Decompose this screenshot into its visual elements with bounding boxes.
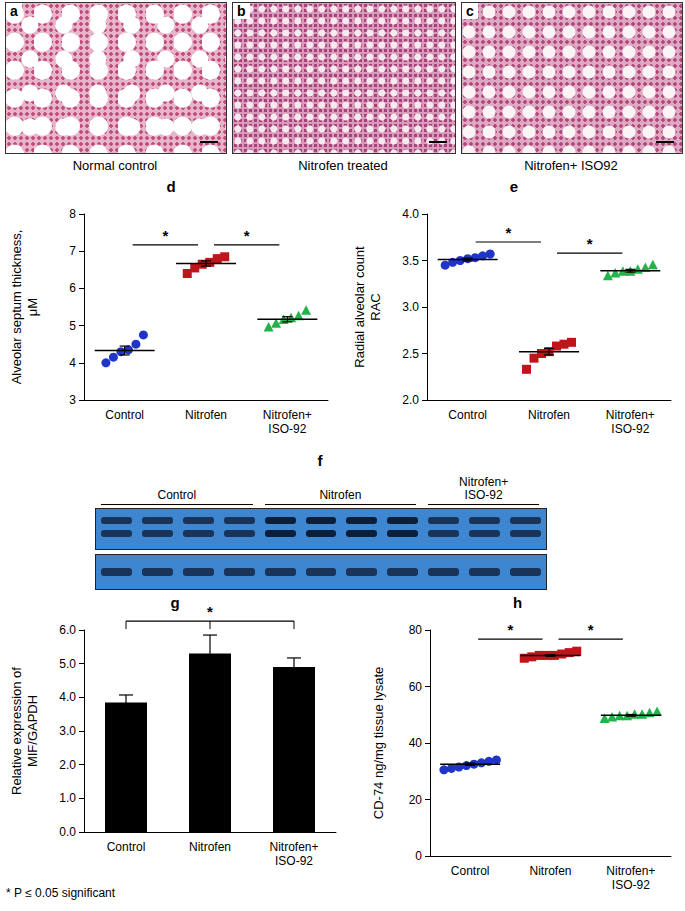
svg-text:4.0: 4.0 (59, 690, 76, 704)
svg-text:CD-74 ng/mg tissue lysate: CD-74 ng/mg tissue lysate (371, 667, 386, 819)
svg-text:5.0: 5.0 (59, 657, 76, 671)
svg-text:Control: Control (105, 408, 144, 422)
svg-text:Nitrofen+: Nitrofen+ (606, 864, 655, 878)
svg-text:7: 7 (69, 244, 76, 258)
svg-text:MIF/GAPDH: MIF/GAPDH (25, 695, 40, 767)
svg-text:*: * (587, 235, 593, 252)
svg-text:*: * (505, 224, 511, 241)
svg-text:Control: Control (448, 408, 487, 422)
svg-text:μM: μM (25, 298, 40, 316)
svg-text:Nitrofen: Nitrofen (529, 864, 571, 878)
html-text:b: b (237, 3, 246, 19)
svg-text:Relative expression of: Relative expression of (9, 667, 24, 795)
svg-text:8: 8 (69, 207, 76, 221)
svg-text:e: e (510, 178, 518, 195)
svg-text:Control: Control (451, 864, 490, 878)
svg-text:2.0: 2.0 (402, 393, 419, 407)
svg-text:3.5: 3.5 (402, 254, 419, 268)
svg-text:0.0: 0.0 (59, 825, 76, 839)
svg-text:Nitrofen: Nitrofen (185, 408, 227, 422)
html-text:Nitrofen: Nitrofen (319, 488, 362, 502)
html-text:Nitrofen treated: Nitrofen treated (298, 158, 388, 173)
svg-text:Nitrofen: Nitrofen (189, 840, 231, 854)
svg-text:60: 60 (409, 680, 423, 694)
svg-text:ISO-92: ISO-92 (275, 854, 313, 868)
html-text:Nitrofen+ ISO92: Nitrofen+ ISO92 (524, 158, 618, 173)
svg-text:Control: Control (107, 840, 146, 854)
svg-text:2.0: 2.0 (59, 758, 76, 772)
svg-text:3.0: 3.0 (402, 300, 419, 314)
svg-text:4: 4 (69, 356, 76, 370)
svg-text:d: d (166, 178, 175, 195)
html-text:Nitrofen+ ISO-92: Nitrofen+ ISO-92 (459, 475, 509, 502)
html-text:Normal control: Normal control (72, 158, 158, 173)
svg-text:80: 80 (409, 623, 423, 637)
html-text:f: f (317, 452, 323, 469)
svg-text:2.5: 2.5 (402, 347, 419, 361)
svg-text:g: g (170, 594, 179, 611)
svg-text:*: * (588, 621, 594, 638)
svg-text:*: * (207, 603, 213, 620)
svg-text:Nitrofen+: Nitrofen+ (269, 840, 318, 854)
html-text:* P ≤ 0.05 significant: * P ≤ 0.05 significant (6, 886, 116, 900)
svg-text:3: 3 (69, 393, 76, 407)
svg-text:6: 6 (69, 281, 76, 295)
svg-text:ISO-92: ISO-92 (612, 878, 650, 892)
svg-text:40: 40 (409, 736, 423, 750)
svg-text:ISO-92: ISO-92 (611, 422, 649, 436)
svg-text:*: * (507, 621, 513, 638)
svg-text:Alveolar septum thickness,: Alveolar septum thickness, (9, 230, 24, 385)
svg-text:Nitrofen: Nitrofen (528, 408, 570, 422)
svg-text:0: 0 (415, 849, 422, 863)
svg-text:RAC: RAC (368, 293, 383, 320)
svg-text:5: 5 (69, 319, 76, 333)
svg-text:Nitrofen+: Nitrofen+ (606, 408, 655, 422)
html-text:Control: Control (157, 488, 197, 502)
svg-text:Radial alveolar count: Radial alveolar count (352, 246, 367, 368)
svg-text:4.0: 4.0 (402, 207, 419, 221)
html-text:a: a (10, 3, 18, 19)
svg-text:20: 20 (409, 793, 423, 807)
svg-text:6.0: 6.0 (59, 623, 76, 637)
svg-text:*: * (244, 227, 250, 244)
svg-text:3.0: 3.0 (59, 724, 76, 738)
svg-text:1.0: 1.0 (59, 791, 76, 805)
svg-text:*: * (162, 227, 168, 244)
html-text:c: c (466, 3, 474, 19)
svg-text:ISO-92: ISO-92 (268, 422, 306, 436)
svg-text:h: h (513, 594, 522, 611)
svg-text:Nitrofen+: Nitrofen+ (263, 408, 312, 422)
